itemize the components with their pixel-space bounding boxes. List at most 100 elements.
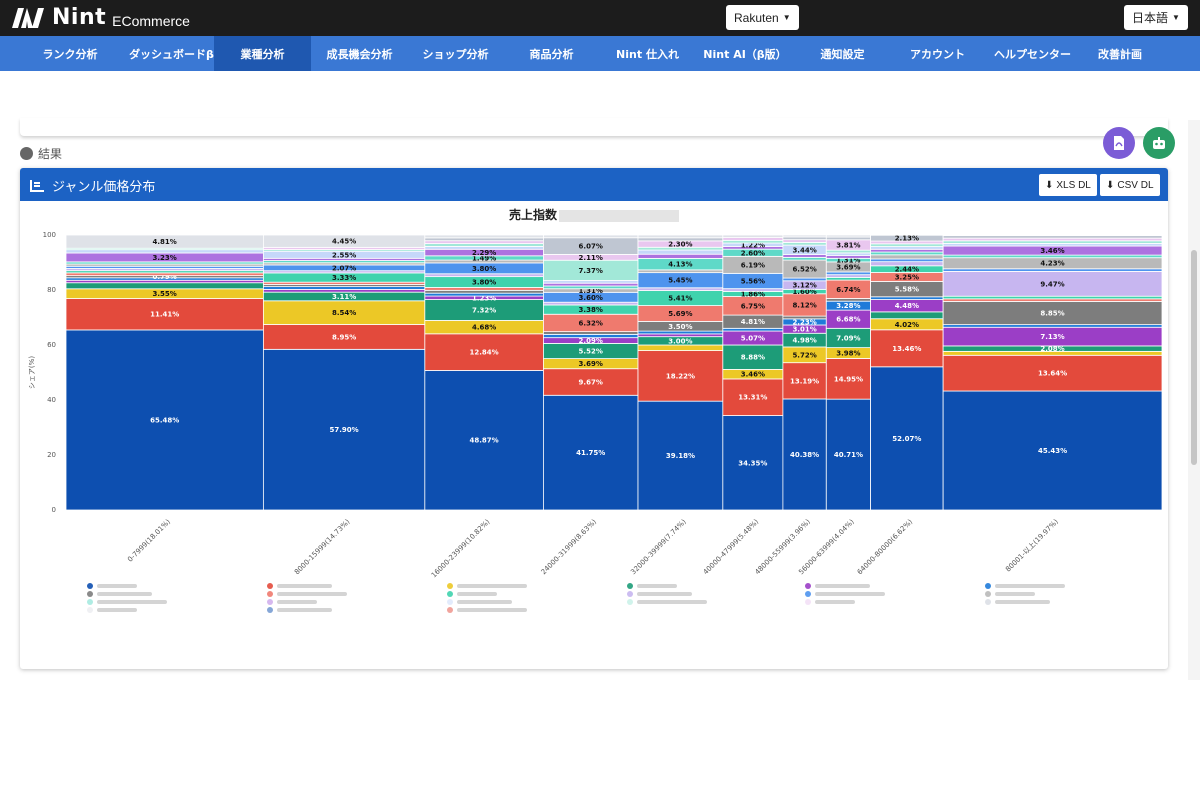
chart-segment[interactable] <box>262 286 426 290</box>
chart-segment[interactable] <box>782 362 827 400</box>
chart-segment[interactable] <box>870 243 944 247</box>
language-dropdown[interactable]: 日本語 ▼ <box>1124 5 1188 30</box>
chart-segment[interactable] <box>637 333 724 338</box>
chart-segment[interactable] <box>424 237 544 242</box>
chart-segment[interactable] <box>637 237 724 242</box>
chart-segment[interactable] <box>942 390 1163 511</box>
scrollbar-thumb[interactable] <box>1191 250 1197 465</box>
chart-segment[interactable] <box>825 298 871 302</box>
chart-segment[interactable] <box>637 249 724 255</box>
nav-item-sourcing[interactable]: Nint 仕入れ <box>616 47 679 61</box>
chart-segment[interactable] <box>637 400 724 511</box>
xls-download-button[interactable]: ⬇ XLS DL <box>1039 174 1097 196</box>
nav-item-product[interactable]: 商品分析 <box>529 47 574 61</box>
chart-segment[interactable] <box>424 370 544 511</box>
nav-item-growth[interactable]: 成長機会分析 <box>326 47 393 61</box>
chart-segment[interactable] <box>637 234 724 239</box>
chart-segment[interactable] <box>825 398 871 511</box>
legend-marker[interactable] <box>627 591 633 597</box>
chart-segment[interactable] <box>722 327 784 332</box>
chart-segment[interactable] <box>825 249 871 254</box>
chart-segment[interactable] <box>65 282 264 290</box>
chart-segment[interactable] <box>870 296 944 300</box>
app-logo[interactable]: Nint ECommerce <box>10 5 190 30</box>
chart-segment[interactable] <box>722 378 784 416</box>
nav-item-notifications[interactable]: 通知設定 <box>820 47 865 61</box>
chart-segment[interactable] <box>870 261 944 267</box>
chart-segment[interactable] <box>870 246 944 250</box>
chart-segment[interactable] <box>424 292 544 297</box>
legend-marker[interactable] <box>267 607 273 613</box>
chart-segment[interactable] <box>782 256 827 261</box>
chart-segment[interactable] <box>782 277 827 282</box>
chart-segment[interactable] <box>825 274 871 278</box>
chart-segment[interactable] <box>262 288 426 293</box>
nav-item-improvement[interactable]: 改善計画 <box>1098 47 1142 61</box>
marketplace-dropdown[interactable]: Rakuten ▼ <box>726 5 799 30</box>
chart-segment[interactable] <box>942 234 1163 236</box>
nav-item-account[interactable]: アカウント <box>910 47 965 61</box>
chart-segment[interactable] <box>782 236 827 241</box>
chart-segment[interactable] <box>543 333 639 339</box>
chart-segment[interactable] <box>942 354 1163 392</box>
nav-item-ai[interactable]: Nint AI（β版） <box>703 47 787 61</box>
chart-segment[interactable] <box>722 234 784 238</box>
chart-segment[interactable] <box>782 315 827 320</box>
nav-item-shop[interactable]: ショップ分析 <box>422 47 489 61</box>
chart-segment[interactable] <box>782 234 827 238</box>
chart-segment[interactable] <box>424 287 544 291</box>
chart-segment[interactable] <box>637 269 724 274</box>
legend-marker[interactable] <box>805 591 811 597</box>
legend-marker[interactable] <box>985 583 991 589</box>
chart-segment[interactable] <box>543 331 639 335</box>
chart-segment[interactable] <box>825 276 871 281</box>
legend-marker[interactable] <box>447 583 453 589</box>
chart-segment[interactable] <box>65 249 264 254</box>
legend-marker[interactable] <box>805 583 811 589</box>
chart-segment[interactable] <box>722 237 784 241</box>
chart-segment[interactable] <box>424 243 544 247</box>
chart-segment[interactable] <box>424 289 544 294</box>
chart-segment[interactable] <box>782 254 827 258</box>
legend-marker[interactable] <box>87 583 93 589</box>
chart-segment[interactable] <box>424 333 544 371</box>
legend-marker[interactable] <box>627 599 633 605</box>
nav-item-industry[interactable]: 業種分析 <box>214 36 311 71</box>
chart-segment[interactable] <box>637 287 724 291</box>
chart-segment[interactable] <box>825 236 871 241</box>
chart-segment[interactable] <box>543 234 639 239</box>
chart-segment[interactable] <box>825 255 871 259</box>
pdf-export-button[interactable] <box>1103 127 1135 159</box>
csv-download-button[interactable]: ⬇ CSV DL <box>1100 174 1160 196</box>
legend-marker[interactable] <box>447 607 453 613</box>
chart-segment[interactable] <box>942 271 1163 297</box>
chart-segment[interactable] <box>424 273 544 278</box>
chart-segment[interactable] <box>424 234 544 239</box>
legend-marker[interactable] <box>805 599 811 605</box>
legend-marker[interactable] <box>267 599 273 605</box>
chart-segment[interactable] <box>543 280 639 284</box>
legend-marker[interactable] <box>87 599 93 605</box>
chart-segment[interactable] <box>543 368 639 396</box>
chart-segment[interactable] <box>637 253 724 259</box>
chart-segment[interactable] <box>65 298 264 331</box>
chart-segment[interactable] <box>870 258 944 263</box>
chart-segment[interactable] <box>424 240 544 244</box>
chart-segment[interactable] <box>870 311 944 320</box>
chart-segment[interactable] <box>722 415 784 511</box>
legend-marker[interactable] <box>267 591 273 597</box>
chart-segment[interactable] <box>722 344 784 370</box>
chart-segment[interactable] <box>722 288 784 292</box>
chart-segment[interactable] <box>543 394 639 511</box>
legend-marker[interactable] <box>985 591 991 597</box>
legend-marker[interactable] <box>87 607 93 613</box>
legend-marker[interactable] <box>87 591 93 597</box>
legend-marker[interactable] <box>447 599 453 605</box>
chart-segment[interactable] <box>782 241 827 246</box>
chart-segment[interactable] <box>722 239 784 244</box>
chart-segment[interactable] <box>262 324 426 350</box>
chart-segment[interactable] <box>424 246 544 250</box>
chart-segment[interactable] <box>782 239 827 243</box>
legend-marker[interactable] <box>267 583 273 589</box>
ai-assistant-button[interactable] <box>1143 127 1175 159</box>
